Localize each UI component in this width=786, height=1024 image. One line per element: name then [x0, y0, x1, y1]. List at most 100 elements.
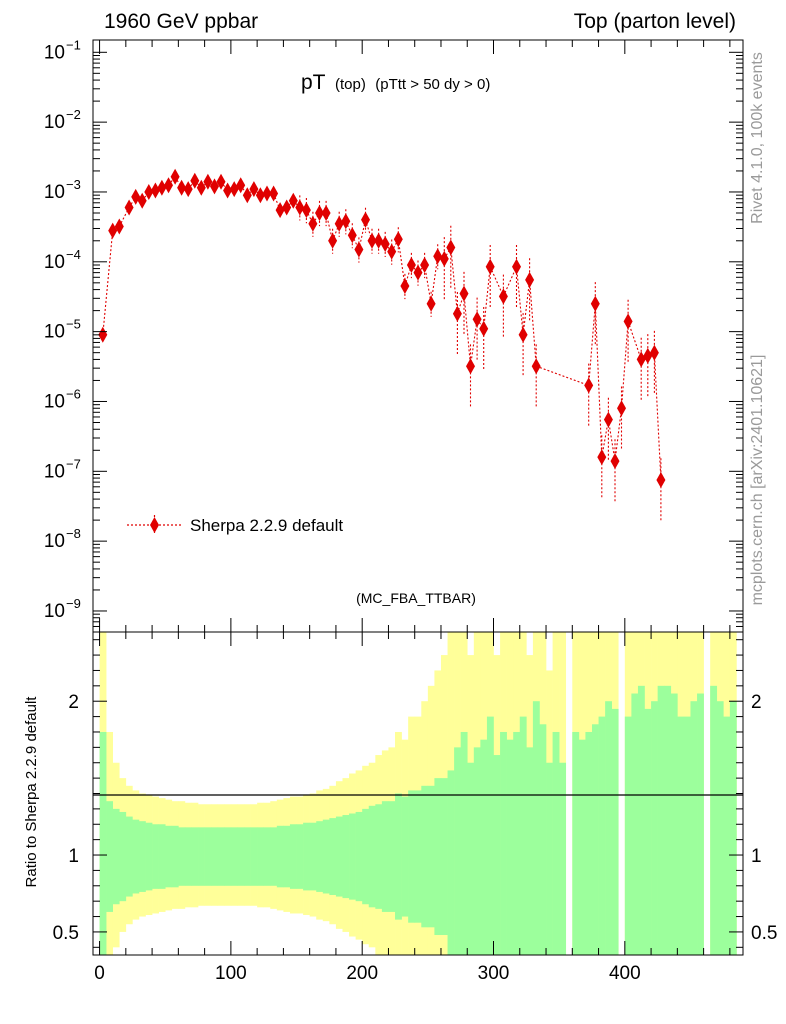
- data-point: [610, 453, 620, 470]
- data-point: [328, 232, 338, 249]
- inner-band-bin: [296, 824, 304, 889]
- series-connector: [588, 303, 596, 386]
- inner-band-bin: [657, 685, 665, 955]
- inner-band-bin: [440, 778, 448, 936]
- inner-band-bin: [152, 824, 159, 889]
- series-connector: [627, 321, 642, 360]
- data-point: [301, 202, 311, 219]
- inner-band-bin: [125, 816, 133, 897]
- data-point: [295, 199, 305, 216]
- inner-band-bin: [171, 825, 179, 888]
- series-connector: [102, 230, 114, 335]
- data-point: [512, 258, 521, 275]
- y-tick-label: 10: [44, 601, 65, 622]
- legend: Sherpa 2.2.9 default: [127, 515, 343, 535]
- series-connector: [515, 266, 524, 335]
- ratio-y-tick-label-right: 0.5: [751, 923, 777, 944]
- inner-band-bin: [230, 827, 238, 886]
- inner-band-bin: [283, 825, 291, 888]
- inner-band-bin: [99, 731, 107, 955]
- inner-band-bin: [224, 827, 232, 886]
- ratio-y-tick-label-right: 1: [751, 846, 762, 867]
- series-connector: [620, 321, 629, 409]
- data-point: [114, 218, 124, 235]
- ratio-y-tick-label: 2: [68, 692, 79, 713]
- inner-band-bin: [559, 762, 567, 955]
- inner-band-bin: [690, 701, 698, 955]
- inner-band-bin: [421, 785, 429, 928]
- ratio-bands: [99, 632, 737, 955]
- series-connector: [489, 266, 504, 297]
- data-point: [597, 449, 607, 466]
- legend-marker: [150, 517, 159, 533]
- x-tick-label: 300: [478, 963, 510, 984]
- data-point: [190, 172, 200, 189]
- data-point: [433, 248, 443, 265]
- data-point: [498, 288, 508, 305]
- inner-band-bin: [237, 827, 245, 886]
- y-tick-exponent: −3: [66, 177, 81, 192]
- inner-band-bin: [677, 716, 685, 955]
- y-tick-exponent: −1: [66, 37, 81, 52]
- data-point: [485, 258, 495, 275]
- inner-band-bin: [644, 708, 652, 955]
- inner-band-bin: [303, 822, 310, 891]
- inner-band-bin: [165, 825, 173, 888]
- inner-band-bin: [572, 731, 580, 955]
- inner-band-bin: [697, 693, 704, 955]
- inner-band-bin: [631, 693, 639, 955]
- data-point: [144, 184, 154, 200]
- main-plot: 10−910−810−710−610−510−410−310−210−1: [44, 37, 744, 633]
- data-point: [590, 295, 600, 312]
- data-point: [164, 177, 173, 194]
- series-connector: [653, 352, 662, 481]
- data-point: [459, 285, 469, 302]
- data-point: [255, 187, 265, 204]
- data-point: [177, 179, 187, 196]
- ratio-y-label: Ratio to Sherpa 2.2.9 default: [23, 696, 40, 888]
- series-connector: [424, 264, 432, 304]
- inner-band-bin: [138, 821, 146, 892]
- data-point: [584, 377, 594, 394]
- inner-band-bin: [244, 827, 251, 886]
- y-tick-label: 10: [44, 42, 65, 63]
- data-point: [124, 199, 134, 216]
- main-plot-frame: [92, 39, 744, 633]
- inner-band-bin: [375, 804, 383, 909]
- data-point: [466, 358, 475, 375]
- data-point: [170, 168, 180, 185]
- data-point: [341, 213, 351, 230]
- inner-band-bin: [454, 747, 461, 955]
- inner-band-bin: [480, 739, 488, 955]
- inner-band-bin: [158, 824, 166, 889]
- data-point: [242, 187, 252, 204]
- data-point: [531, 358, 541, 375]
- inner-band-bin: [506, 739, 514, 955]
- inner-band-bin: [683, 716, 691, 955]
- series-connector: [469, 319, 478, 367]
- data-point: [656, 472, 666, 488]
- x-tick-label: 200: [346, 963, 378, 984]
- data-point: [157, 179, 167, 196]
- ratio-y-axis: 0.5 0.5 1 1 2 2: [53, 639, 777, 948]
- series-connector: [522, 279, 531, 335]
- inner-band-bin: [532, 701, 540, 955]
- y-tick-exponent: −4: [66, 247, 81, 262]
- series-connector: [450, 247, 458, 314]
- data-points: [98, 168, 666, 523]
- inner-band-bin: [342, 815, 350, 899]
- data-point: [354, 241, 364, 258]
- inner-band-bin: [329, 818, 337, 896]
- inner-band-bin: [624, 716, 632, 955]
- data-point: [452, 305, 462, 322]
- inner-band-bin: [145, 822, 153, 891]
- inner-band-bin: [204, 827, 212, 886]
- data-point: [636, 351, 646, 368]
- inner-band-bin: [493, 755, 501, 955]
- plot-title-main: pT: [301, 71, 326, 94]
- inner-band-bin: [723, 716, 731, 955]
- inner-band-bin: [591, 724, 599, 955]
- inner-band-bin: [257, 827, 265, 886]
- inner-band-bin: [585, 731, 593, 955]
- data-point: [262, 185, 272, 202]
